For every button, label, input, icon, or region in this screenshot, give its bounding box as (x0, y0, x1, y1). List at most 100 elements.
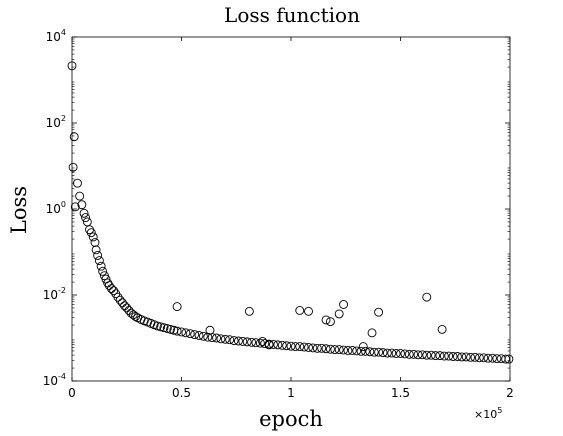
y-tick-exponent: 4 (61, 28, 66, 37)
y-tick-label: 104 (46, 28, 66, 44)
data-point (413, 350, 423, 360)
data-point (299, 342, 309, 352)
data-point (212, 333, 221, 343)
x-tick-label: 1 (287, 386, 295, 400)
data-point (352, 346, 362, 356)
data-point (233, 336, 243, 346)
data-point (396, 349, 405, 358)
y-tick-exponent: -2 (58, 286, 66, 295)
data-point (177, 327, 186, 337)
data-point (69, 132, 79, 142)
data-point (479, 353, 489, 363)
data-point (225, 335, 235, 345)
data-point (321, 344, 331, 354)
y-tick-base: 10 (46, 30, 61, 44)
data-point (128, 310, 138, 320)
data-point (426, 350, 436, 360)
data-point (312, 343, 322, 353)
x-tick-label: 0.5 (172, 386, 191, 400)
y-tick-base: 10 (46, 116, 61, 130)
data-point (290, 342, 300, 352)
data-point (437, 324, 447, 334)
data-point (79, 208, 89, 218)
data-point (104, 281, 114, 290)
data-point (330, 345, 340, 355)
data-point (229, 336, 239, 346)
data-point (131, 312, 140, 321)
data-point (152, 321, 162, 331)
data-point (194, 330, 204, 340)
data-point (404, 349, 414, 359)
data-point (77, 200, 87, 210)
data-point (295, 306, 305, 315)
data-point (88, 232, 98, 242)
data-point (308, 343, 318, 353)
data-point (492, 354, 502, 364)
data-point (339, 345, 349, 355)
data-point (247, 337, 257, 347)
data-point (448, 352, 458, 361)
data-point (264, 340, 274, 350)
data-point (417, 350, 427, 360)
data-point (181, 328, 191, 338)
data-point (67, 61, 77, 71)
x-multiplier-exp: 5 (497, 406, 502, 415)
data-point (474, 353, 484, 363)
data-point (365, 347, 375, 357)
data-point (113, 292, 123, 302)
data-point (205, 325, 215, 335)
data-point (488, 353, 497, 363)
data-point (325, 317, 335, 327)
data-point (220, 334, 230, 344)
data-point (400, 349, 410, 359)
data-point (96, 261, 106, 271)
data-point (304, 343, 313, 352)
data-point (431, 351, 440, 361)
data-point (334, 345, 344, 355)
data-point (73, 178, 82, 188)
data-point (198, 331, 208, 341)
data-point (387, 348, 397, 358)
data-point (244, 306, 254, 316)
data-point (461, 352, 471, 362)
data-point (238, 336, 248, 346)
data-point (185, 329, 195, 339)
data-point (435, 351, 445, 361)
data-point (470, 352, 480, 362)
data-point (162, 324, 172, 333)
data-point (86, 228, 96, 238)
data-point (382, 348, 392, 358)
x-tick-label: 1.5 (391, 386, 410, 400)
y-tick-label: 102 (46, 114, 66, 130)
data-point (94, 256, 104, 266)
y-tick-label: 10-2 (43, 286, 66, 302)
y-tick-label: 10-4 (43, 372, 66, 388)
y-tick-label: 100 (46, 200, 66, 216)
data-point (81, 213, 91, 223)
data-point (98, 266, 108, 276)
data-point (369, 347, 379, 357)
data-point (251, 338, 261, 348)
x-axis: 0 0.5 1 1.5 2 (68, 37, 514, 400)
data-point (356, 346, 366, 356)
data-point (159, 323, 169, 333)
x-axis-label: epoch (259, 407, 323, 431)
y-tick-exponent: -4 (58, 372, 66, 381)
data-point (269, 340, 278, 349)
data-point (378, 348, 388, 358)
data-markers (67, 61, 514, 364)
x-tick-label: 2 (506, 386, 514, 400)
data-point (343, 346, 353, 355)
data-point (334, 309, 344, 319)
data-point (374, 347, 384, 357)
x-tick-label: 0 (68, 386, 76, 400)
chart-title: Loss function (224, 3, 360, 27)
plot-area (71, 36, 511, 382)
y-tick-base: 10 (46, 202, 61, 216)
data-point (172, 326, 182, 336)
data-point (273, 340, 283, 350)
data-point (70, 202, 80, 212)
data-point (466, 352, 476, 362)
